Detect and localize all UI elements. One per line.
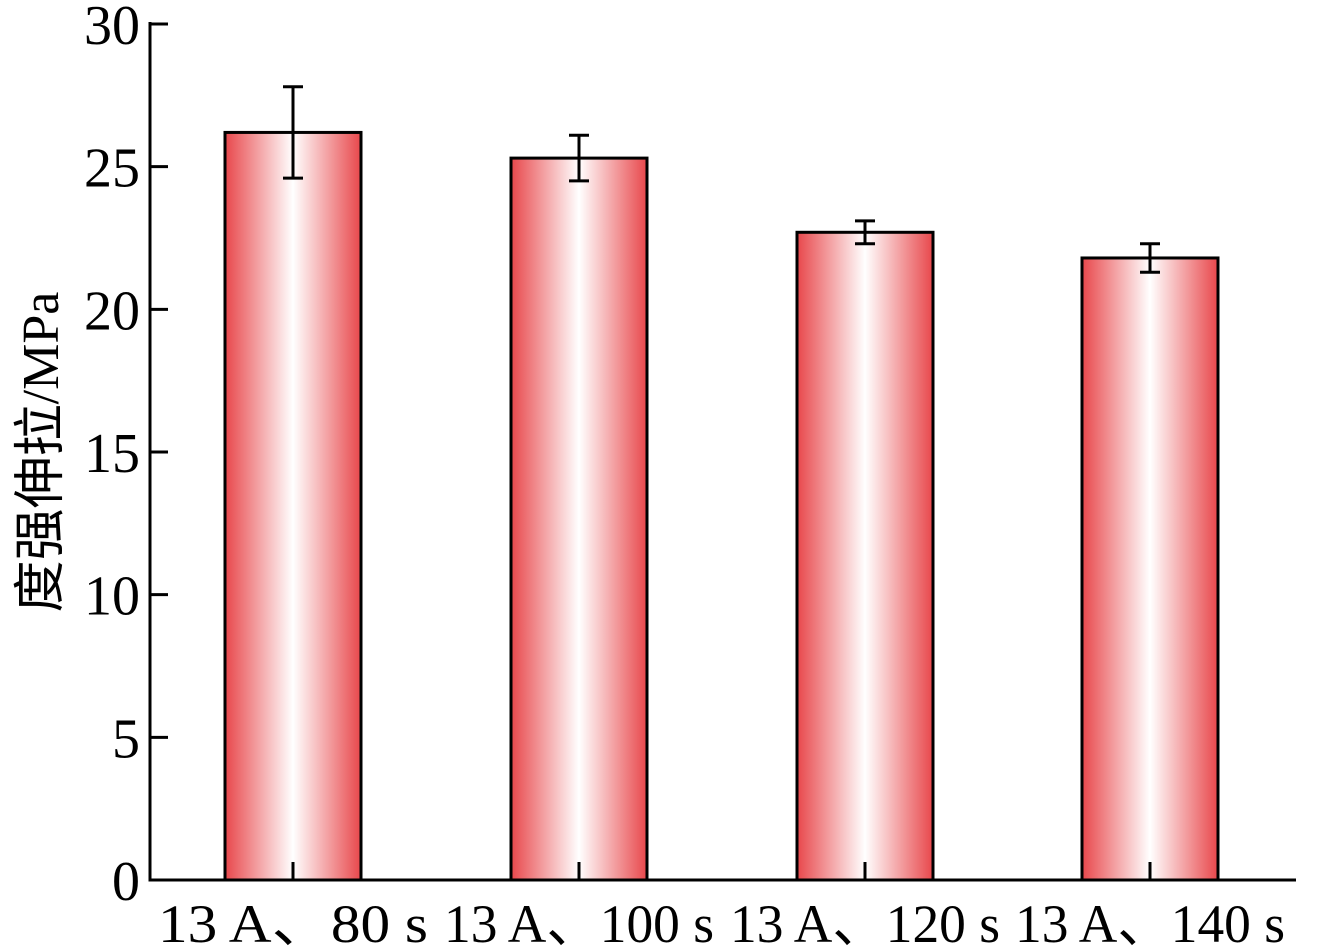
bar-3 bbox=[1080, 256, 1220, 882]
x-tick-label-0: 13 A、80 s bbox=[158, 894, 428, 946]
bar-2 bbox=[795, 230, 935, 882]
error-bar-3 bbox=[1140, 242, 1160, 274]
y-tick-label-0: 0 bbox=[112, 851, 140, 913]
y-tick-label-1: 5 bbox=[112, 708, 140, 770]
error-bar-1 bbox=[569, 133, 589, 183]
y-tick-label-4: 20 bbox=[84, 280, 140, 342]
bar-0 bbox=[223, 130, 363, 882]
error-bar-0 bbox=[283, 85, 303, 180]
y-tick-label-5: 25 bbox=[84, 138, 140, 200]
x-tick-label-1: 13 A、100 s bbox=[444, 894, 714, 946]
y-axis-title: 度强伸拉/MPa bbox=[13, 292, 70, 613]
error-bar-2 bbox=[855, 219, 875, 246]
bars-layer bbox=[223, 130, 1220, 882]
labels-layer: 0 5 10 15 20 25 30 13 A、80 s 13 A、100 s 13 A、120 … bbox=[13, 0, 1285, 951]
x-tick-label-2: 13 A、120 s bbox=[730, 894, 1000, 946]
y-tick-label-2: 10 bbox=[84, 566, 140, 628]
x-tick-label-3: 13 A、140 s bbox=[1015, 894, 1285, 946]
error-bars-layer bbox=[283, 85, 1160, 274]
y-tick-label-6: 30 bbox=[84, 0, 140, 57]
y-tick-label-3: 15 bbox=[84, 423, 140, 485]
bar-1 bbox=[509, 156, 649, 882]
axes-layer bbox=[148, 22, 1296, 882]
